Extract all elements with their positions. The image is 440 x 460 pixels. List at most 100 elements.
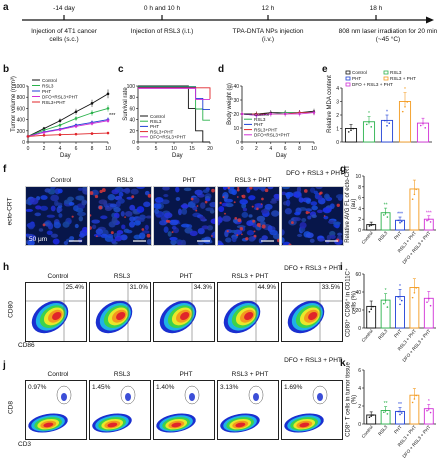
- fig-f-image-control: [25, 186, 88, 246]
- fig-f-nucleus: [305, 232, 314, 239]
- fig-c-legend-label: RSL3+PHT: [150, 129, 174, 134]
- fig-b-point: [90, 102, 94, 105]
- fig-d-point: [312, 111, 316, 114]
- fig-f-image-rsl3: [89, 186, 152, 246]
- fig-f-crt-signal: [308, 211, 311, 214]
- fig-f-nucleus: [78, 238, 83, 243]
- fig-e-legend-label: RSL3: [390, 70, 402, 75]
- fig-g-ytick-label: 8: [358, 185, 361, 191]
- fig-c-ytick-label: 60: [129, 106, 135, 112]
- fig-h-density-level: [244, 311, 254, 321]
- timeline-arrow: [22, 15, 434, 24]
- fig-c-ytick-label: 100: [127, 84, 136, 90]
- fig-f-nucleus: [273, 193, 279, 199]
- fig-f-nucleus: [205, 198, 211, 202]
- fig-d-legend-label: RSL3: [254, 117, 266, 122]
- fig-g-dot: [368, 225, 371, 227]
- fig-i-dot: [397, 296, 400, 298]
- fig-e-legend-swatch: [345, 70, 351, 75]
- fig-f-nucleus: [145, 215, 151, 219]
- fig-f-nucleus: [209, 201, 215, 208]
- fig-j-col-rsl3-pht: RSL3 + PHT: [231, 371, 269, 378]
- fig-f-nucleus: [39, 205, 49, 211]
- fig-f-nucleus: [62, 221, 70, 228]
- fig-k-dot: [413, 398, 416, 400]
- fig-f-nucleus: [169, 236, 178, 241]
- fig-f-nucleus: [323, 193, 330, 200]
- fig-g-dot: [415, 188, 417, 191]
- fig-f-nucleus: [29, 197, 39, 205]
- fig-f-scale-label: 50 μm: [29, 236, 48, 243]
- fig-f-nucleus: [305, 208, 313, 212]
- timeline-time-1: -14 day: [53, 5, 75, 12]
- fig-e-dot: [350, 129, 352, 132]
- fig-h-col-dfo: DFO + RSL3 + PHT: [284, 265, 342, 272]
- fig-e-dot: [404, 105, 406, 108]
- fig-g-dot: [428, 218, 430, 221]
- fig-b-point: [26, 135, 30, 138]
- timeline-desc-3: TPA-DNTA NPs injection (i.v.): [232, 28, 304, 43]
- fig-j-gated-cells: [61, 393, 67, 401]
- fig-j-gated-cells: [125, 393, 131, 401]
- fig-f-nucleus: [218, 242, 224, 245]
- fig-c-ytick-label: 0: [132, 140, 135, 146]
- fig-f-nucleus: [81, 199, 87, 206]
- fig-c-xtick-label: 15: [189, 146, 195, 152]
- fig-f-nucleus: [114, 235, 122, 242]
- fig-b-ytick-label: 400: [17, 118, 26, 124]
- fig-k-dot: [428, 408, 430, 410]
- fig-e-bar: [416, 122, 430, 143]
- fig-j-gated-cells: [253, 393, 259, 401]
- fig-g-bar: [380, 212, 391, 231]
- fig-i-bar: [395, 296, 405, 329]
- fig-f-nucleus: [47, 222, 54, 230]
- fig-d-xtick-label: 10: [311, 146, 317, 152]
- fig-e-bar: [362, 121, 376, 143]
- fig-h-density: [90, 283, 150, 341]
- fig-f-nucleus: [73, 205, 79, 212]
- fig-h-density: [26, 283, 86, 341]
- fig-f-nucleus: [267, 187, 274, 190]
- fig-f-crt-signal: [124, 216, 127, 219]
- fig-h-plot: 31.0%: [89, 282, 151, 342]
- fig-b-ytick-label: 200: [17, 129, 26, 135]
- fig-f-nucleus: [38, 228, 44, 232]
- fig-f-crt-signal: [261, 197, 264, 201]
- fig-f-nucleus: [77, 195, 85, 201]
- fig-i-dot: [386, 306, 389, 308]
- fig-d-legend-label: PHT: [254, 122, 263, 127]
- fig-d-series-line: [241, 112, 315, 116]
- fig-b-xtick-label: 8: [91, 146, 94, 152]
- fig-f-nucleus: [98, 199, 108, 205]
- fig-k-dot: [426, 409, 428, 412]
- fig-f-nucleus: [91, 219, 100, 224]
- fig-j-density-level: [235, 422, 246, 428]
- fig-e-star: *: [368, 111, 370, 117]
- panel-label-f: f: [3, 164, 7, 175]
- fig-c-xlabel: Day: [172, 153, 183, 159]
- fig-h-col-rsl3: RSL3: [113, 273, 131, 280]
- fig-b-series-line: [27, 119, 109, 137]
- fig-j-percent: 0.97%: [28, 384, 47, 391]
- fig-k-bar: [380, 410, 391, 425]
- fig-f-nucleus: [256, 215, 266, 222]
- fig-j-gate: [184, 385, 200, 405]
- fig-f-nucleus: [183, 187, 192, 192]
- fig-f-nucleus: [248, 195, 256, 201]
- fig-f-col-pht: PHT: [182, 177, 196, 184]
- fig-f-nucleus: [124, 211, 133, 217]
- fig-f-crt-signal: [110, 231, 114, 235]
- fig-c-ytick-label: 20: [129, 129, 135, 135]
- fig-f-crt-signal: [147, 193, 151, 198]
- fig-k-dot: [386, 413, 389, 415]
- fig-b-point: [58, 133, 62, 137]
- fig-d-ytick-label: 40: [233, 84, 239, 90]
- fig-f-crt-signal: [237, 187, 240, 190]
- fig-e-dot: [424, 127, 427, 129]
- fig-f-crt-signal: [253, 234, 257, 238]
- fig-f-nucleus: [317, 194, 323, 201]
- fig-f-nucleus: [58, 213, 63, 218]
- fig-e-legend-swatch: [383, 70, 389, 75]
- fig-f-crt-signal: [241, 233, 243, 236]
